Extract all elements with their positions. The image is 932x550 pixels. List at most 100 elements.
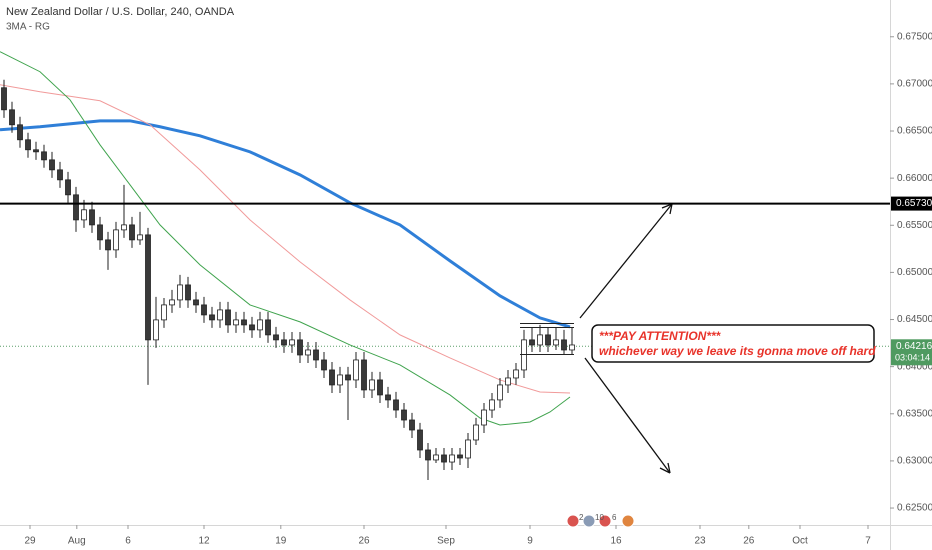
candle-body: [297, 339, 303, 356]
candle-body: [553, 339, 559, 346]
plot-area: [0, 51, 890, 481]
candle-body: [81, 209, 87, 221]
last-price-label: 0.64216: [896, 341, 932, 352]
candle-body: [433, 454, 439, 461]
candle-body: [9, 109, 15, 126]
x-tick-label: Oct: [792, 536, 808, 547]
annotation-text: whichever way we leave its gonna move of…: [599, 344, 876, 358]
candle-body: [505, 377, 511, 386]
x-tick-label: 23: [694, 536, 706, 547]
moving-average: [0, 119, 571, 329]
y-tick-label: 0.64500: [897, 314, 932, 325]
candle-body: [97, 224, 103, 241]
candle-body: [17, 124, 23, 141]
arrow-down-head: [659, 462, 671, 474]
candle-body: [569, 344, 575, 351]
candle-body: [25, 139, 31, 151]
candle-body: [321, 359, 327, 371]
candle-body: [105, 239, 111, 251]
candle-body: [89, 209, 95, 226]
candle-body: [529, 339, 535, 346]
candle-body: [129, 224, 135, 241]
candle-body: [489, 399, 495, 411]
candle-body: [57, 169, 63, 181]
candle-body: [201, 304, 207, 316]
candle-body: [441, 454, 447, 463]
level-label-box: [891, 196, 932, 211]
candle-body: [329, 369, 335, 386]
candle-body: [457, 454, 463, 459]
y-tick-label: 0.66500: [897, 126, 932, 137]
x-tick-label: 29: [24, 536, 36, 547]
candle-body: [249, 324, 255, 331]
candle-body: [425, 449, 431, 461]
event-count: 6: [612, 513, 617, 522]
x-tick-label: 16: [610, 536, 622, 547]
y-tick-label: 0.65500: [897, 220, 932, 231]
arrow-up: [579, 203, 673, 319]
candle-body: [225, 309, 231, 326]
candle-body: [217, 309, 223, 321]
candle-body: [49, 159, 55, 171]
candle-body: [353, 359, 359, 381]
chart-title: New Zealand Dollar / U.S. Dollar, 240, O…: [6, 6, 235, 18]
annotation-title: ***PAY ATTENTION***: [599, 329, 722, 343]
candle-body: [177, 284, 183, 301]
candle-body: [73, 194, 79, 221]
events[interactable]: 2 10 6: [566, 513, 635, 528]
y-tick-label: 0.64000: [897, 361, 932, 372]
arrow-up-head: [661, 203, 673, 215]
candle-body: [153, 319, 159, 341]
x-tick-label: 7: [865, 536, 871, 547]
candle-body: [161, 304, 167, 321]
candle-body: [449, 454, 455, 463]
candle-body: [113, 229, 119, 251]
candle-body: [401, 409, 407, 421]
x-tick-label: 26: [743, 536, 755, 547]
event-icon[interactable]: [621, 514, 635, 528]
candle-body: [241, 319, 247, 326]
moving-average: [0, 51, 571, 426]
candle-body: [169, 299, 175, 306]
y-tick-label: 0.67500: [897, 31, 932, 42]
candle-body: [497, 384, 503, 401]
last-price-box: [891, 339, 932, 366]
y-tick-label: 0.63500: [897, 408, 932, 419]
candle-body: [257, 319, 263, 331]
x-tick-label: 26: [358, 536, 370, 547]
candle-body: [537, 334, 543, 346]
candle-body: [481, 409, 487, 426]
event-icon[interactable]: [582, 514, 596, 528]
candle-body: [337, 374, 343, 386]
countdown: 03:04:14: [895, 353, 930, 363]
indicator-name: 3MA - RG: [6, 22, 50, 33]
event-count: 10: [595, 513, 604, 522]
candle-body: [289, 339, 295, 346]
event-icon[interactable]: [598, 514, 612, 528]
candle-body: [369, 379, 375, 391]
candle-body: [409, 419, 415, 431]
candle-body: [377, 379, 383, 396]
annotation-box[interactable]: [591, 324, 875, 363]
arrow-down: [584, 357, 671, 474]
candle-body: [1, 87, 7, 111]
candle-body: [417, 429, 423, 451]
candle-body: [361, 359, 367, 391]
event-count: 2: [579, 513, 584, 522]
candle-body: [385, 394, 391, 401]
candle-body: [185, 284, 191, 301]
candle-body: [273, 334, 279, 341]
candle-body: [193, 299, 199, 306]
x-tick-label: 12: [198, 536, 210, 547]
candle-body: [513, 369, 519, 379]
y-tick-label: 0.67000: [897, 79, 932, 90]
candle-body: [121, 224, 127, 231]
candle-body: [209, 314, 215, 321]
event-icon[interactable]: [566, 514, 580, 528]
level-label: 0.65730: [896, 198, 932, 209]
candle-body: [305, 349, 311, 356]
candle-body: [33, 149, 39, 153]
